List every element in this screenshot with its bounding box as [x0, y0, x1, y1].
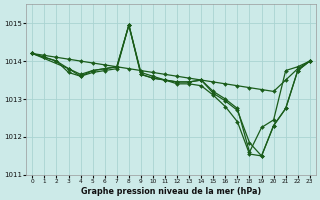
X-axis label: Graphe pression niveau de la mer (hPa): Graphe pression niveau de la mer (hPa)	[81, 187, 261, 196]
